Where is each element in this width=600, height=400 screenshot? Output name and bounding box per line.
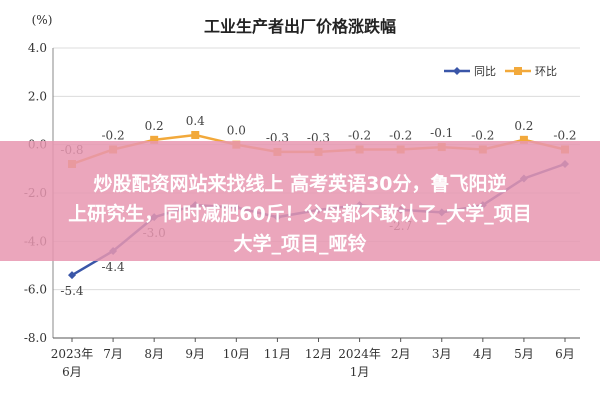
chart-title: 工业生产者出厂价格涨跌幅 — [204, 17, 396, 36]
data-label: 0.2 — [145, 119, 164, 133]
x-tick-label: 9月 — [185, 347, 205, 361]
data-label: -0.2 — [471, 129, 494, 143]
data-point-yoy — [68, 271, 76, 280]
data-label: -0.2 — [553, 129, 576, 143]
x-tick-label: 2月 — [391, 347, 411, 361]
x-tick-label: 10月 — [223, 347, 250, 361]
x-tick-label: 4月 — [473, 347, 493, 361]
x-tick-label: 12月 — [305, 347, 332, 361]
overlay-text-line-1: 炒股配资网站来找线上 高考英语30分，鲁飞阳逆 — [93, 173, 507, 195]
legend-marker-mom — [514, 67, 522, 75]
legend-marker-yoy — [453, 67, 461, 75]
x-tick-label: 3月 — [432, 347, 452, 361]
data-label: 0.0 — [227, 124, 246, 138]
unit-label: (%) — [32, 13, 53, 27]
data-point-mom — [519, 135, 528, 144]
y-tick-label: -6.0 — [24, 283, 47, 297]
data-label: -0.2 — [102, 129, 125, 143]
data-label: -0.2 — [389, 129, 412, 143]
overlay-banner — [0, 141, 600, 261]
data-label: 0.4 — [186, 114, 205, 128]
legend-label: 同比 — [474, 65, 496, 78]
data-point-mom — [191, 131, 200, 139]
x-tick-label: 2023年 — [51, 347, 94, 361]
x-tick-label: 2024年 — [338, 347, 381, 361]
y-tick-label: -8.0 — [24, 331, 47, 345]
data-label: -0.1 — [430, 126, 453, 140]
x-tick-label-line2: 6月 — [62, 365, 82, 379]
data-point-mom — [150, 135, 159, 144]
overlay-text-line-3: 大学_项目_哑铃 — [233, 233, 367, 255]
x-tick-label: 6月 — [555, 347, 575, 361]
legend-label: 环比 — [535, 65, 557, 78]
x-tick-label-line2: 1月 — [350, 365, 370, 379]
data-label: 0.2 — [514, 119, 533, 133]
overlay-text-line-2: 上研究生，同时减肥60斤！父母都不敢认了_大学_项目 — [68, 203, 532, 225]
data-label: -0.2 — [348, 129, 371, 143]
x-tick-label: 5月 — [514, 347, 534, 361]
data-label: -5.4 — [60, 284, 84, 298]
data-label: -4.4 — [102, 260, 126, 274]
x-tick-label: 11月 — [264, 347, 291, 361]
legend: 同比 环比 — [444, 65, 557, 78]
y-tick-label: 4.0 — [28, 41, 47, 55]
x-tick-label: 8月 — [144, 347, 164, 361]
y-tick-label: 2.0 — [28, 89, 47, 103]
x-tick-label: 7月 — [103, 347, 123, 361]
